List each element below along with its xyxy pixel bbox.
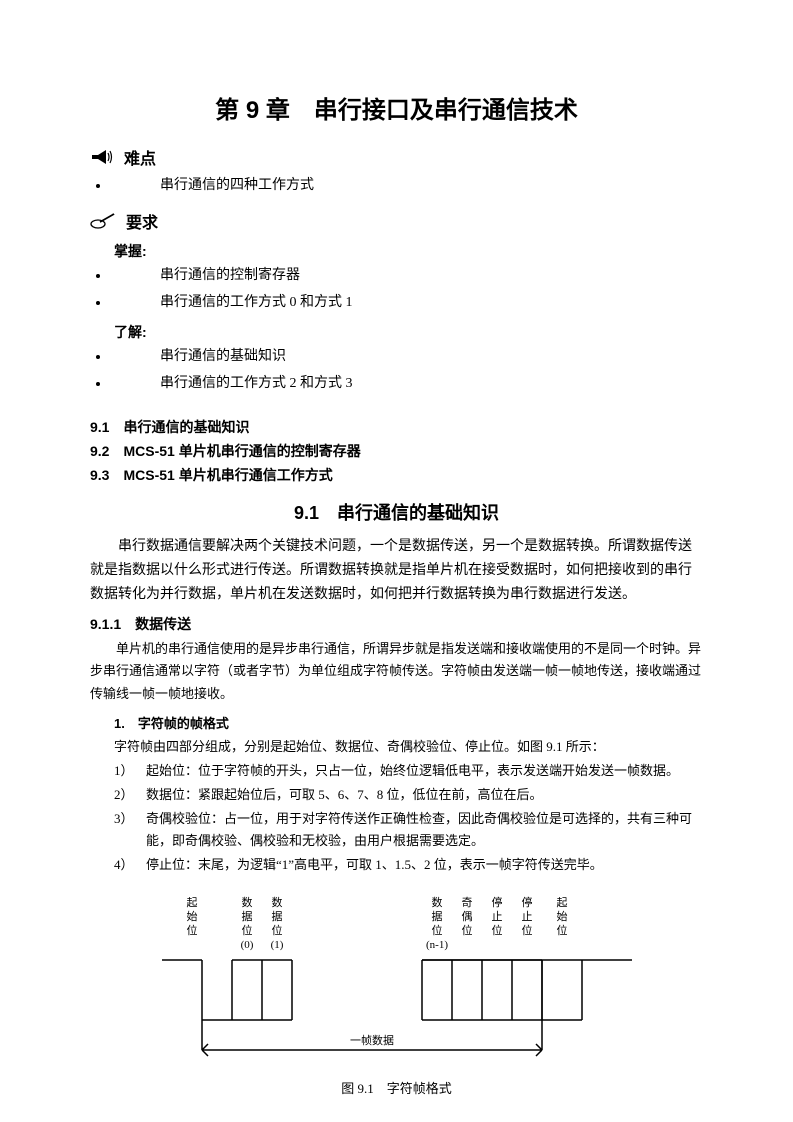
- svg-text:奇: 奇: [461, 896, 472, 909]
- svg-text:始: 始: [186, 909, 197, 923]
- page: 第 9 章 串行接口及串行通信技术 难点 串行通信的四种工作方式 要求 掌握:: [0, 0, 793, 1122]
- svg-text:数: 数: [271, 896, 282, 909]
- sub1-title: 1. 字符帧的帧格式: [114, 713, 703, 732]
- svg-text:位: 位: [556, 923, 567, 937]
- sub1-intro: 字符帧由四部分组成，分别是起始位、数据位、奇偶校验位、停止位。如图 9.1 所示…: [114, 736, 703, 758]
- list-item: 3） 奇偶校验位：占一位，用于对字符传送作正确性检查，因此奇偶校验位是可选择的，…: [114, 808, 703, 852]
- master-item-text: 串行通信的工作方式 0 和方式 1: [160, 292, 353, 314]
- svg-text:位: 位: [186, 923, 197, 937]
- svg-text:位: 位: [431, 923, 442, 937]
- svg-text:位: 位: [461, 923, 472, 937]
- svg-text:(n-1): (n-1): [426, 939, 448, 951]
- list-text: 数据位：紧跟起始位后，可取 5、6、7、8 位，低位在前，高位在后。: [146, 784, 703, 806]
- list-text: 奇偶校验位：占一位，用于对字符传送作正确性检查，因此奇偶校验位是可选择的，共有三…: [146, 808, 703, 852]
- list-item: 2） 数据位：紧跟起始位后，可取 5、6、7、8 位，低位在前，高位在后。: [114, 784, 703, 806]
- svg-text:位: 位: [271, 923, 282, 937]
- difficulty-item-text: 串行通信的四种工作方式: [160, 175, 314, 197]
- svg-text:据: 据: [271, 909, 282, 923]
- chapter-title: 第 9 章 串行接口及串行通信技术: [90, 90, 703, 125]
- figure-caption: 图 9.1 字符帧格式: [90, 1078, 703, 1097]
- understand-item-text: 串行通信的基础知识: [160, 346, 286, 368]
- toc-entry: 9.1 串行通信的基础知识: [90, 417, 703, 437]
- svg-text:始: 始: [556, 909, 567, 923]
- bullet-dot-icon: [96, 355, 100, 359]
- svg-text:(1): (1): [270, 939, 283, 951]
- section-9-1-title: 9.1 串行通信的基础知识: [90, 499, 703, 525]
- list-item: 1） 起始位：位于字符帧的开头，只占一位，始终位逻辑低电平，表示发送端开始发送一…: [114, 760, 703, 782]
- frame-format-diagram: 起始位数据位(0)数据位(1)数据位(n-1)奇偶位停止位停止位起始位一帧数据: [162, 890, 632, 1060]
- toc-entry: 9.2 MCS-51 单片机串行通信的控制寄存器: [90, 441, 703, 461]
- svg-text:位: 位: [521, 923, 532, 937]
- difficulty-heading: 难点: [90, 145, 703, 169]
- list-num: 4）: [114, 854, 146, 876]
- section-9-1-para: 串行数据通信要解决两个关键技术问题，一个是数据传送，另一个是数据转换。所谓数据传…: [90, 535, 703, 606]
- spacer: [90, 399, 703, 413]
- list-text: 停止位：末尾，为逻辑“1”高电平，可取 1、1.5、2 位，表示一帧字符传送完毕…: [146, 854, 703, 876]
- bullet-dot-icon: [96, 184, 100, 188]
- svg-text:(0): (0): [240, 939, 253, 951]
- svg-text:一帧数据: 一帧数据: [350, 1033, 394, 1047]
- understand-item-text: 串行通信的工作方式 2 和方式 3: [160, 373, 353, 395]
- master-item: 串行通信的控制寄存器: [90, 265, 703, 287]
- difficulty-label: 难点: [124, 145, 156, 169]
- svg-text:位: 位: [491, 923, 502, 937]
- master-item-text: 串行通信的控制寄存器: [160, 265, 300, 287]
- svg-text:起: 起: [556, 896, 567, 909]
- bullet-dot-icon: [96, 382, 100, 386]
- bullet-dot-icon: [96, 274, 100, 278]
- list-item: 4） 停止位：末尾，为逻辑“1”高电平，可取 1、1.5、2 位，表示一帧字符传…: [114, 854, 703, 876]
- megaphone-icon: [90, 148, 114, 166]
- requirement-label: 要求: [126, 209, 158, 233]
- svg-text:数: 数: [431, 896, 442, 909]
- pen-icon: [90, 212, 116, 230]
- master-item: 串行通信的工作方式 0 和方式 1: [90, 292, 703, 314]
- understand-item: 串行通信的工作方式 2 和方式 3: [90, 373, 703, 395]
- svg-text:据: 据: [431, 909, 442, 923]
- svg-text:偶: 偶: [461, 910, 472, 923]
- svg-text:止: 止: [491, 910, 502, 923]
- list-num: 1）: [114, 760, 146, 782]
- understand-item: 串行通信的基础知识: [90, 346, 703, 368]
- svg-text:止: 止: [521, 910, 532, 923]
- svg-text:停: 停: [491, 895, 502, 909]
- list-num: 2）: [114, 784, 146, 806]
- svg-text:数: 数: [241, 896, 252, 909]
- svg-text:位: 位: [241, 923, 252, 937]
- toc-entry: 9.3 MCS-51 单片机串行通信工作方式: [90, 465, 703, 485]
- svg-text:停: 停: [521, 895, 532, 909]
- list-num: 3）: [114, 808, 146, 852]
- understand-label: 了解:: [114, 322, 703, 342]
- difficulty-item: 串行通信的四种工作方式: [90, 175, 703, 197]
- list-text: 起始位：位于字符帧的开头，只占一位，始终位逻辑低电平，表示发送端开始发送一帧数据…: [146, 760, 703, 782]
- requirement-heading: 要求: [90, 209, 703, 233]
- section-9-1-1-title: 9.1.1 数据传送: [90, 614, 703, 634]
- section-9-1-1-para: 单片机的串行通信使用的是异步串行通信，所谓异步就是指发送端和接收端使用的不是同一…: [90, 638, 703, 704]
- svg-text:据: 据: [241, 909, 252, 923]
- master-label: 掌握:: [114, 241, 703, 261]
- svg-text:起: 起: [186, 896, 197, 909]
- bullet-dot-icon: [96, 301, 100, 305]
